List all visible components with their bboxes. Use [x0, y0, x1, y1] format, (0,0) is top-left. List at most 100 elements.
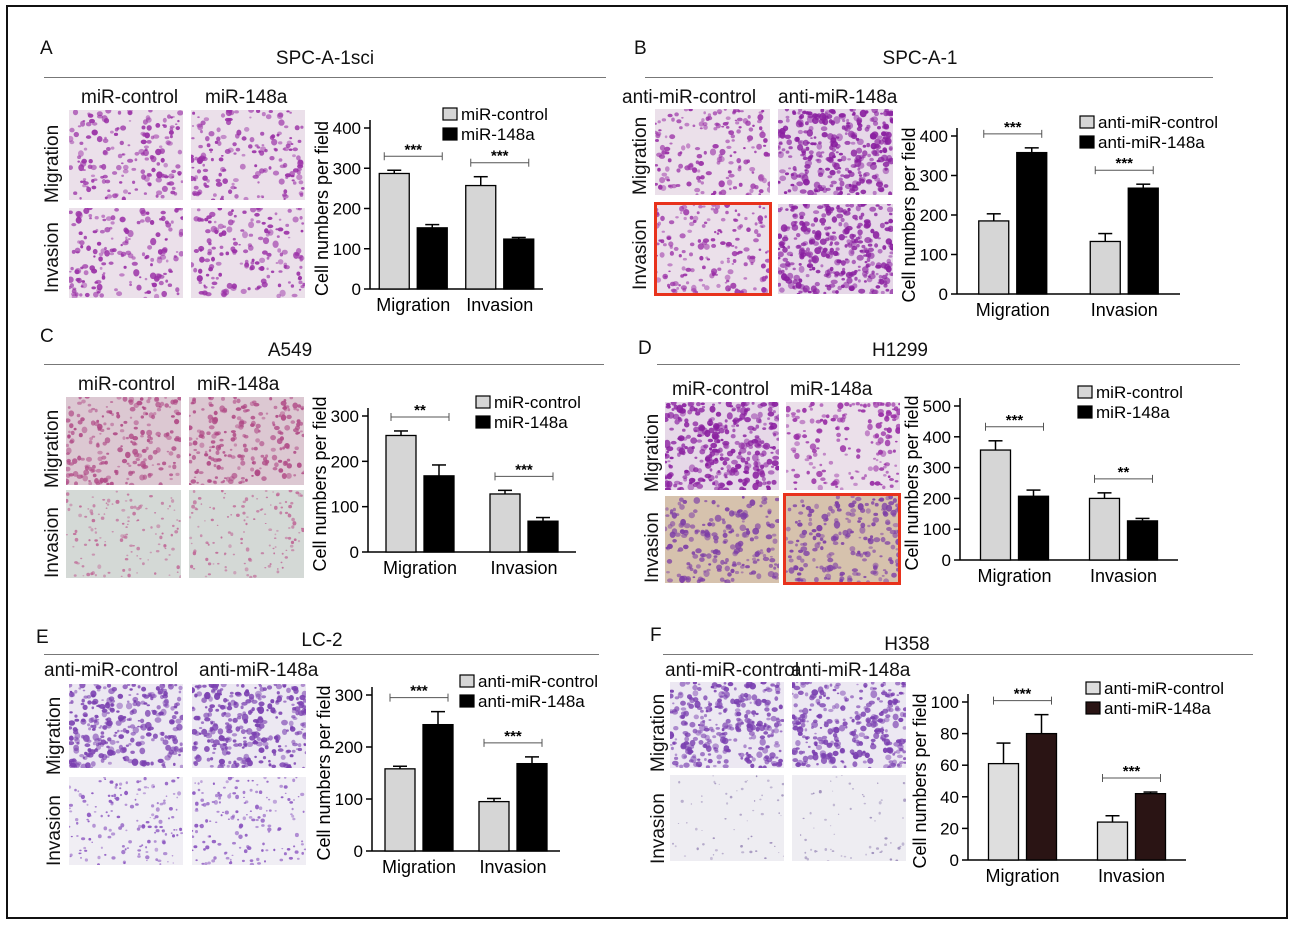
- y-tick-label: 100: [335, 790, 363, 809]
- y-axis-label: Cell numbers per field: [312, 121, 332, 296]
- column-label: anti-miR-148a: [199, 660, 319, 681]
- panel-title: H1299: [872, 340, 928, 361]
- x-category-label: Migration: [985, 866, 1059, 886]
- significance-label: ***: [1006, 412, 1024, 429]
- micrograph-image: [778, 109, 893, 195]
- y-tick-label: 300: [335, 686, 363, 705]
- y-tick-label: 100: [931, 693, 959, 712]
- x-category-label: Invasion: [1098, 866, 1165, 886]
- significance-label: ***: [404, 141, 422, 158]
- panel-title: SPC-A-1sci: [275, 48, 375, 69]
- y-tick-label: 400: [920, 127, 948, 146]
- bar: [979, 449, 1012, 561]
- micrograph-image: [69, 110, 183, 200]
- bar: [385, 434, 417, 553]
- y-tick-label: 400: [923, 428, 951, 447]
- bar: [516, 762, 548, 852]
- panel-letter: F: [650, 625, 662, 646]
- y-tick-label: 300: [331, 407, 359, 426]
- x-category-label: Migration: [376, 295, 450, 315]
- bar-chart: Cell numbers per field 0 20 40 60 80 100 *** Mig…: [910, 679, 1224, 886]
- legend-label: anti-miR-148a: [478, 692, 585, 711]
- x-category-label: Invasion: [466, 295, 533, 315]
- y-tick-label: 0: [939, 285, 948, 304]
- legend-swatch: [1085, 701, 1101, 715]
- micrograph-image: [69, 208, 183, 298]
- bar: [416, 227, 448, 290]
- legend-label: anti-miR-148a: [1104, 699, 1211, 718]
- x-category-label: Invasion: [1091, 300, 1158, 320]
- bar: [503, 238, 535, 290]
- x-category-label: Migration: [976, 300, 1050, 320]
- y-tick-label: 0: [352, 280, 361, 299]
- significance-label: ***: [1123, 763, 1141, 780]
- legend-swatch: [1085, 681, 1101, 695]
- y-tick-label: 400: [333, 119, 361, 138]
- column-label: miR-148a: [197, 374, 280, 395]
- y-axis-label: Cell numbers per field: [899, 127, 919, 302]
- micrograph-image: [792, 682, 906, 768]
- panel-letter: C: [40, 326, 54, 347]
- legend-label: miR-control: [494, 393, 581, 412]
- bar: [1134, 792, 1167, 861]
- row-label: Invasion: [42, 507, 63, 578]
- y-tick-label: 80: [940, 725, 959, 744]
- significance-label: ***: [410, 683, 428, 700]
- bar: [1016, 151, 1048, 295]
- y-tick-label: 60: [940, 756, 959, 775]
- micrograph-image: [670, 682, 784, 768]
- micrograph-image: [192, 777, 306, 865]
- y-axis-label: Cell numbers per field: [902, 395, 922, 570]
- micrograph-image: [189, 397, 304, 485]
- bar: [1017, 495, 1050, 561]
- title-rule: [44, 77, 606, 78]
- legend-label: miR-148a: [461, 125, 535, 144]
- y-tick-label: 0: [942, 551, 951, 570]
- legend-label: miR-control: [1096, 383, 1183, 402]
- legend-label: miR-148a: [1096, 403, 1170, 422]
- x-category-label: Migration: [977, 566, 1051, 586]
- figure-frame: [6, 5, 1288, 919]
- bar: [1025, 732, 1058, 861]
- y-tick-label: 300: [923, 459, 951, 478]
- y-tick-label: 200: [333, 200, 361, 219]
- column-label: anti-miR-148a: [778, 87, 898, 108]
- bar: [1096, 821, 1129, 861]
- legend-swatch: [459, 674, 475, 688]
- highlight-box: [783, 493, 901, 585]
- significance-label: ***: [515, 461, 533, 478]
- micrograph-image: [655, 109, 770, 195]
- column-label: miR-148a: [790, 379, 873, 400]
- row-label: Invasion: [42, 222, 63, 293]
- micrograph-image: [786, 402, 900, 490]
- panel-title: SPC-A-1: [882, 48, 958, 69]
- panel-letter: D: [638, 338, 652, 359]
- bar: [422, 723, 454, 852]
- title-rule: [645, 77, 1213, 78]
- row-label: Invasion: [630, 219, 651, 290]
- column-label: anti-miR-control: [44, 660, 179, 681]
- legend-swatch: [1079, 115, 1095, 129]
- y-tick-label: 100: [331, 498, 359, 517]
- micrograph-image: [189, 490, 304, 578]
- y-tick-label: 300: [920, 167, 948, 186]
- bar: [384, 768, 416, 852]
- row-label: Invasion: [44, 795, 65, 866]
- bar-chart: Cell numbers per field 0 100 200 300 ** Migrat…: [310, 393, 581, 578]
- bar: [527, 520, 559, 553]
- column-label: miR-control: [81, 87, 179, 108]
- column-label: anti-miR-control: [622, 87, 757, 108]
- micrograph-image: [66, 397, 181, 485]
- row-label: Migration: [630, 116, 651, 195]
- y-tick-label: 200: [923, 489, 951, 508]
- panel-title: A549: [267, 340, 313, 361]
- bar: [478, 800, 510, 852]
- y-tick-label: 200: [331, 452, 359, 471]
- micrograph-image: [69, 777, 183, 865]
- y-axis-label: Cell numbers per field: [314, 685, 334, 860]
- column-label: miR-148a: [205, 87, 288, 108]
- y-tick-label: 300: [333, 159, 361, 178]
- bar: [423, 475, 455, 553]
- highlight-box: [654, 202, 772, 296]
- y-tick-label: 200: [920, 206, 948, 225]
